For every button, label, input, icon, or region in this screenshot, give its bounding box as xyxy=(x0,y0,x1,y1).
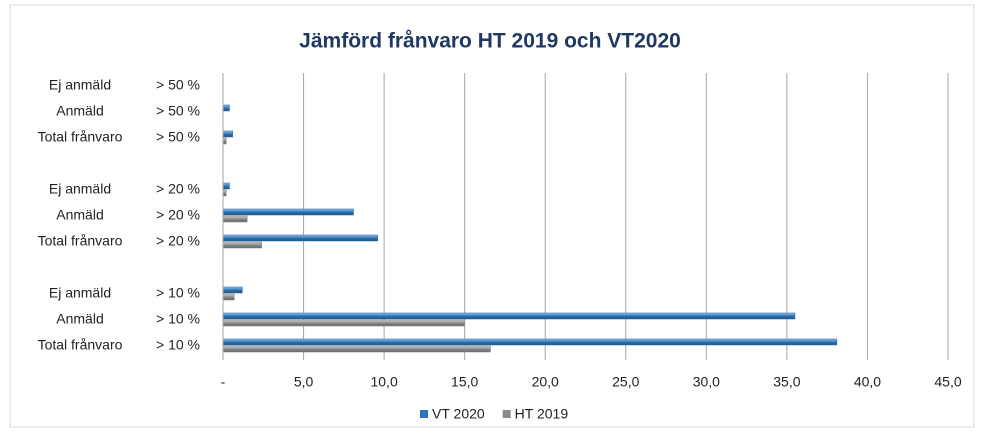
bar xyxy=(222,345,491,353)
chart-title: Jämförd frånvaro HT 2019 och VT2020 xyxy=(299,30,681,53)
category-label: Total frånvaro xyxy=(38,129,123,145)
bar xyxy=(222,319,465,327)
x-tick-label: 5,0 xyxy=(294,374,314,390)
legend-swatch xyxy=(420,410,428,418)
bar xyxy=(222,215,248,223)
category-threshold: > 10 % xyxy=(156,337,200,353)
category-label: Anmäld xyxy=(56,207,103,223)
x-tick-label: 10,0 xyxy=(370,374,397,390)
x-tick-label: - xyxy=(221,374,226,390)
category-threshold: > 10 % xyxy=(156,311,200,327)
x-tick-label: 20,0 xyxy=(532,374,559,390)
category-threshold: > 50 % xyxy=(156,103,200,119)
bar xyxy=(222,286,243,294)
category-label: Total frånvaro xyxy=(38,233,123,249)
legend-label: HT 2019 xyxy=(515,406,569,422)
category-label: Anmäld xyxy=(56,103,103,119)
x-tick-label: 40,0 xyxy=(854,374,881,390)
x-tick-label: 15,0 xyxy=(451,374,478,390)
bar xyxy=(222,312,796,320)
bar xyxy=(222,130,233,138)
category-label: Ej anmäld xyxy=(49,181,111,197)
category-threshold: > 10 % xyxy=(156,285,200,301)
bar xyxy=(222,104,230,112)
legend-swatch xyxy=(502,410,511,418)
category-threshold: > 20 % xyxy=(156,233,200,249)
bar xyxy=(222,293,235,301)
legend-label: VT 2020 xyxy=(432,406,485,422)
category-threshold: > 20 % xyxy=(156,181,200,197)
bar xyxy=(222,208,354,216)
x-tick-label: 45,0 xyxy=(934,374,961,390)
x-tick-label: 35,0 xyxy=(773,374,800,390)
category-threshold: > 20 % xyxy=(156,207,200,223)
bar xyxy=(222,241,262,249)
category-label: Ej anmäld xyxy=(49,285,111,301)
x-tick-label: 30,0 xyxy=(693,374,720,390)
category-label: Ej anmäld xyxy=(49,77,111,93)
bar xyxy=(222,234,378,242)
category-threshold: > 50 % xyxy=(156,129,200,145)
bar xyxy=(222,338,838,346)
bar xyxy=(222,182,230,190)
category-label: Total frånvaro xyxy=(38,337,123,353)
x-tick-label: 25,0 xyxy=(612,374,639,390)
chart-border xyxy=(9,4,975,428)
category-label: Anmäld xyxy=(56,311,103,327)
category-threshold: > 50 % xyxy=(156,77,200,93)
